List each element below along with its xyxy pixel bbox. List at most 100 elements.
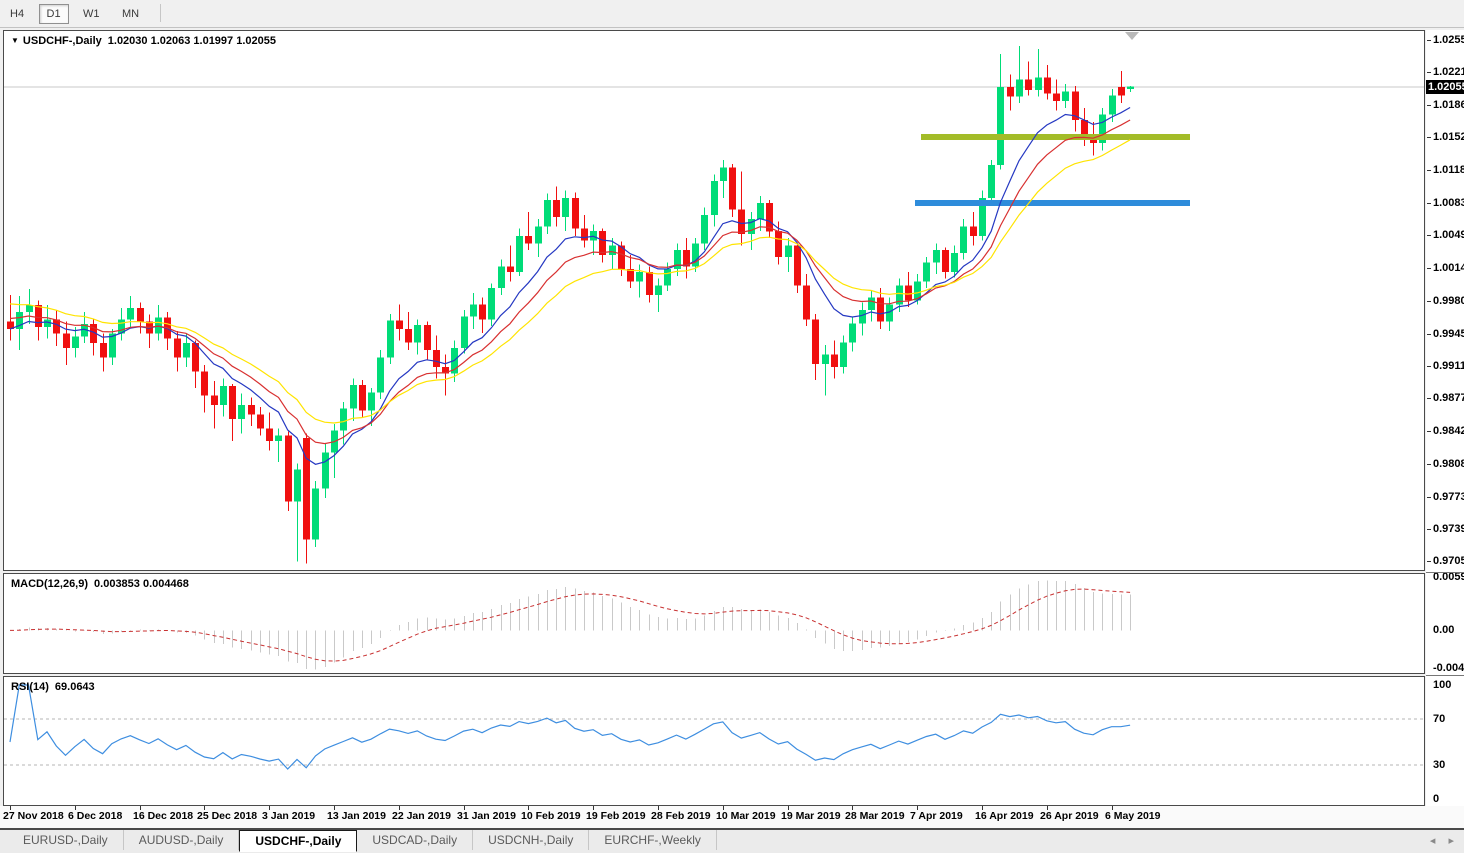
price-chart-panel[interactable]: ▼ USDCHF-,Daily 1.02030 1.02063 1.01997 1.…	[3, 30, 1425, 571]
axis-strip-divider	[1426, 675, 1464, 676]
price-tick-label: 1.01180	[1433, 163, 1464, 176]
current-price-tag: 1.02055	[1426, 80, 1464, 94]
macd-chart-canvas[interactable]	[4, 574, 1424, 673]
timeframe-button-d1[interactable]: D1	[38, 4, 69, 24]
time-tick-label: 16 Apr 2019	[975, 810, 1034, 822]
tab-eurusd-daily[interactable]: EURUSD-,Daily	[8, 830, 124, 850]
price-tick-mark	[1427, 137, 1431, 139]
time-tick-label: 6 May 2019	[1105, 810, 1161, 822]
tab-eurchf-weekly[interactable]: EURCHF-,Weekly	[589, 830, 717, 850]
tab-audusd-daily[interactable]: AUDUSD-,Daily	[124, 830, 240, 850]
time-tick-mark	[917, 806, 918, 810]
rsi-tick-label: 70	[1433, 713, 1446, 726]
mid-ma-line	[9, 119, 1131, 445]
rsi-tick-label: 0	[1433, 793, 1440, 805]
time-tick-mark	[269, 806, 270, 810]
time-tick-label: 10 Feb 2019	[521, 810, 581, 822]
price-tick-mark	[1427, 333, 1431, 335]
slow-ma-line	[9, 139, 1131, 424]
time-tick-label: 19 Feb 2019	[586, 810, 646, 822]
time-tick-mark	[788, 806, 789, 810]
chevron-down-icon: ▼	[11, 36, 19, 45]
time-tick-label: 26 Apr 2019	[1040, 810, 1099, 822]
time-tick-mark	[528, 806, 529, 810]
price-tick-mark	[1427, 300, 1431, 302]
candlestick-chart-canvas[interactable]	[4, 31, 1424, 570]
time-tick-mark	[1047, 806, 1048, 810]
timeframe-button-w1[interactable]: W1	[83, 8, 100, 20]
price-tick-label: 1.02550	[1433, 33, 1464, 46]
tab-usdcad-daily[interactable]: USDCAD-,Daily	[357, 830, 474, 850]
rsi-chart-canvas[interactable]	[4, 677, 1424, 805]
time-axis[interactable]: 27 Nov 2018 6 Dec 2018 16 Dec 2018 25 Dec 2…	[0, 806, 1464, 828]
price-tick-mark	[1427, 496, 1431, 498]
time-tick-mark	[1112, 806, 1113, 810]
timeframe-toolbar: H4 D1 W1 MN	[0, 0, 1464, 28]
price-tick-mark	[1427, 463, 1431, 465]
price-tick-mark	[1427, 71, 1431, 73]
time-tick-label: 3 Jan 2019	[262, 810, 316, 822]
macd-signal-line	[9, 588, 1131, 662]
time-tick-label: 28 Feb 2019	[651, 810, 711, 822]
time-tick-label: 25 Dec 2018	[197, 810, 258, 822]
time-tick-mark	[75, 806, 76, 810]
tab-usdchf-daily[interactable]: USDCHF-,Daily	[239, 830, 358, 852]
time-tick-mark	[140, 806, 141, 810]
time-tick-label: 22 Jan 2019	[392, 810, 451, 822]
price-axis[interactable]	[1426, 30, 1464, 806]
macd-tick-label: 0.00	[1433, 624, 1455, 637]
timeframe-button-mn[interactable]: MN	[121, 8, 140, 20]
time-tick-mark	[464, 806, 465, 810]
fast-ma-line	[9, 106, 1131, 465]
tab-scroll-right-icon[interactable]: ▸	[1448, 835, 1454, 847]
price-tick-mark	[1427, 365, 1431, 367]
macd-values: 0.003853 0.004468	[94, 578, 189, 590]
macd-label: MACD(12,26,9) 0.003853 0.004468	[11, 578, 189, 590]
time-tick-label: 27 Nov 2018	[3, 810, 64, 822]
tab-scroll-left-icon[interactable]: ◂	[1429, 835, 1436, 847]
tab-usdcnh-daily[interactable]: USDCNH-,Daily	[473, 830, 590, 850]
timeframe-button-h4[interactable]: H4	[10, 8, 25, 20]
candlestick-series	[7, 46, 1134, 564]
time-tick-label: 7 Apr 2019	[910, 810, 963, 822]
rsi-panel[interactable]: RSI(14) 69.0643	[3, 676, 1425, 806]
price-tick-label: 1.00830	[1433, 196, 1464, 209]
time-tick-mark	[852, 806, 853, 810]
time-tick-label: 16 Dec 2018	[133, 810, 194, 822]
rsi-line	[9, 684, 1131, 770]
time-tick-mark	[723, 806, 724, 810]
rsi-tick-label: 30	[1433, 758, 1446, 771]
price-tick-mark	[1427, 169, 1431, 171]
price-tick-label: 1.01520	[1433, 131, 1464, 144]
price-tick-mark	[1427, 529, 1431, 531]
price-tick-mark	[1427, 105, 1431, 107]
macd-panel[interactable]: MACD(12,26,9) 0.003853 0.004468	[3, 573, 1425, 674]
time-tick-mark	[334, 806, 335, 810]
macd-tick-label: -0.004243	[1433, 662, 1464, 675]
price-tick-mark	[1427, 398, 1431, 400]
chart-symbol-label: USDCHF-,Daily	[22, 35, 102, 47]
price-tick-label: 1.02210	[1433, 65, 1464, 78]
price-tick-mark	[1427, 202, 1431, 204]
price-tick-mark	[1427, 431, 1431, 433]
rsi-value: 69.0643	[54, 681, 95, 693]
time-tick-label: 31 Jan 2019	[457, 810, 516, 822]
tab-scroll-arrows: ◂ ▸	[1420, 830, 1454, 847]
price-tick-mark	[1427, 561, 1431, 563]
price-tick-label: 1.00490	[1433, 229, 1464, 242]
rsi-tick-label: 100	[1433, 679, 1452, 691]
chart-shift-marker-icon[interactable]	[1125, 32, 1139, 40]
time-tick-label: 13 Jan 2019	[327, 810, 386, 822]
time-tick-mark	[10, 806, 11, 810]
axis-strip-divider	[1426, 572, 1464, 573]
price-tick-mark	[1427, 39, 1431, 41]
